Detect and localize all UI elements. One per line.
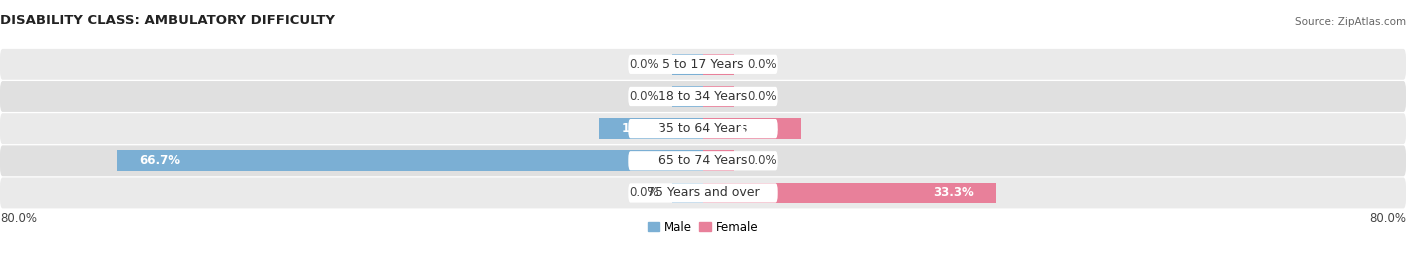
Text: 5 to 17 Years: 5 to 17 Years (662, 58, 744, 71)
Text: 0.0%: 0.0% (630, 90, 659, 103)
Text: Source: ZipAtlas.com: Source: ZipAtlas.com (1295, 17, 1406, 27)
FancyBboxPatch shape (0, 177, 1406, 209)
FancyBboxPatch shape (628, 183, 778, 203)
Bar (703, 118, 800, 139)
Text: 11.8%: 11.8% (621, 122, 662, 135)
Text: 18 to 34 Years: 18 to 34 Years (658, 90, 748, 103)
Text: 35 to 64 Years: 35 to 64 Years (658, 122, 748, 135)
Bar (703, 150, 734, 171)
Legend: Male, Female: Male, Female (643, 216, 763, 239)
Bar (703, 86, 734, 107)
Text: 33.3%: 33.3% (934, 187, 973, 199)
FancyBboxPatch shape (0, 145, 1406, 176)
FancyBboxPatch shape (628, 151, 778, 170)
Text: 0.0%: 0.0% (630, 58, 659, 71)
Bar (672, 86, 703, 107)
Text: 11.1%: 11.1% (738, 122, 779, 135)
Text: 80.0%: 80.0% (0, 212, 37, 225)
Bar (117, 150, 703, 171)
Bar (672, 183, 703, 203)
Text: DISABILITY CLASS: AMBULATORY DIFFICULTY: DISABILITY CLASS: AMBULATORY DIFFICULTY (0, 14, 335, 27)
FancyBboxPatch shape (628, 55, 778, 74)
Text: 0.0%: 0.0% (747, 90, 776, 103)
FancyBboxPatch shape (628, 87, 778, 106)
Text: 66.7%: 66.7% (139, 154, 180, 167)
Bar (672, 54, 703, 75)
Bar (703, 183, 995, 203)
Bar (703, 54, 734, 75)
FancyBboxPatch shape (628, 119, 778, 138)
Text: 0.0%: 0.0% (747, 58, 776, 71)
FancyBboxPatch shape (0, 113, 1406, 144)
Bar (599, 118, 703, 139)
Text: 0.0%: 0.0% (630, 187, 659, 199)
Text: 0.0%: 0.0% (747, 154, 776, 167)
Text: 75 Years and over: 75 Years and over (647, 187, 759, 199)
FancyBboxPatch shape (0, 81, 1406, 112)
Text: 80.0%: 80.0% (1369, 212, 1406, 225)
FancyBboxPatch shape (0, 49, 1406, 80)
Text: 65 to 74 Years: 65 to 74 Years (658, 154, 748, 167)
